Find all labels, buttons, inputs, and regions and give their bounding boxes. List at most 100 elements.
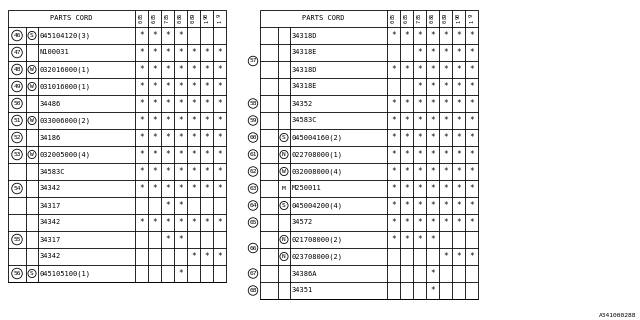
Text: *: *	[443, 116, 448, 125]
Text: 9: 9	[469, 14, 474, 17]
Text: *: *	[165, 31, 170, 40]
Text: 032005000(4): 032005000(4)	[40, 151, 91, 158]
Text: W: W	[30, 118, 34, 123]
Text: *: *	[178, 48, 183, 57]
Text: *: *	[217, 48, 222, 57]
Text: *: *	[430, 269, 435, 278]
Text: *: *	[165, 184, 170, 193]
Text: *: *	[152, 99, 157, 108]
Text: *: *	[404, 150, 409, 159]
Text: *: *	[165, 218, 170, 227]
Text: *: *	[456, 31, 461, 40]
Text: *: *	[443, 82, 448, 91]
Text: 34318D: 34318D	[292, 67, 317, 73]
Text: 50: 50	[13, 101, 20, 106]
Text: *: *	[191, 65, 196, 74]
Text: 62: 62	[249, 169, 257, 174]
Text: 47: 47	[13, 50, 20, 55]
Text: 56: 56	[13, 271, 20, 276]
Text: *: *	[469, 184, 474, 193]
Text: 34352: 34352	[292, 100, 313, 107]
Text: *: *	[391, 65, 396, 74]
Text: *: *	[204, 218, 209, 227]
Text: *: *	[139, 48, 144, 57]
Text: *: *	[430, 31, 435, 40]
Text: *: *	[204, 184, 209, 193]
Text: *: *	[204, 99, 209, 108]
Text: *: *	[391, 116, 396, 125]
Text: N: N	[282, 152, 286, 157]
Text: *: *	[152, 184, 157, 193]
Text: 7: 7	[165, 20, 170, 23]
Text: *: *	[443, 184, 448, 193]
Text: 34572: 34572	[292, 220, 313, 226]
Text: S: S	[282, 203, 286, 208]
Text: *: *	[404, 184, 409, 193]
Text: *: *	[404, 218, 409, 227]
Text: *: *	[443, 218, 448, 227]
Text: *: *	[178, 235, 183, 244]
Text: *: *	[139, 116, 144, 125]
Text: N: N	[282, 237, 286, 242]
Text: *: *	[178, 116, 183, 125]
Text: 34342: 34342	[40, 220, 61, 226]
Text: 86: 86	[430, 12, 435, 19]
Text: 1: 1	[456, 20, 461, 23]
Bar	[260, 10, 478, 299]
Text: *: *	[204, 116, 209, 125]
Text: 045104120(3): 045104120(3)	[40, 32, 91, 39]
Text: *: *	[391, 150, 396, 159]
Text: *: *	[443, 48, 448, 57]
Text: 0: 0	[430, 20, 435, 23]
Text: *: *	[443, 133, 448, 142]
Text: *: *	[417, 133, 422, 142]
Text: 67: 67	[249, 271, 257, 276]
Text: *: *	[139, 184, 144, 193]
Text: 86: 86	[178, 12, 183, 19]
Text: *: *	[404, 65, 409, 74]
Text: *: *	[443, 167, 448, 176]
Text: 57: 57	[249, 59, 257, 63]
Text: *: *	[469, 48, 474, 57]
Text: 89: 89	[191, 12, 196, 19]
Text: *: *	[417, 184, 422, 193]
Text: *: *	[217, 218, 222, 227]
Text: 85: 85	[165, 12, 170, 19]
Text: *: *	[469, 31, 474, 40]
Text: *: *	[139, 150, 144, 159]
Text: 34583C: 34583C	[292, 117, 317, 124]
Text: 85: 85	[152, 12, 157, 19]
Text: *: *	[469, 218, 474, 227]
Text: *: *	[152, 116, 157, 125]
Text: *: *	[178, 218, 183, 227]
Text: *: *	[391, 218, 396, 227]
Text: *: *	[165, 65, 170, 74]
Text: *: *	[443, 150, 448, 159]
Text: *: *	[430, 184, 435, 193]
Text: 61: 61	[249, 152, 257, 157]
Text: 46: 46	[13, 33, 20, 38]
Text: *: *	[217, 133, 222, 142]
Text: *: *	[469, 133, 474, 142]
Text: 51: 51	[13, 118, 20, 123]
Text: 023708000(2): 023708000(2)	[292, 253, 343, 260]
Text: 0: 0	[178, 20, 183, 23]
Text: *: *	[217, 82, 222, 91]
Text: 54: 54	[13, 186, 20, 191]
Text: 045105100(1): 045105100(1)	[40, 270, 91, 277]
Text: *: *	[430, 201, 435, 210]
Text: *: *	[469, 150, 474, 159]
Text: *: *	[391, 235, 396, 244]
Text: *: *	[191, 167, 196, 176]
Text: 34186: 34186	[40, 134, 61, 140]
Text: 90: 90	[204, 12, 209, 19]
Text: M: M	[282, 186, 286, 191]
Text: 52: 52	[13, 135, 20, 140]
Text: *: *	[152, 218, 157, 227]
Text: 34318D: 34318D	[292, 33, 317, 38]
Text: 48: 48	[13, 67, 20, 72]
Text: *: *	[178, 82, 183, 91]
Text: *: *	[165, 82, 170, 91]
Text: *: *	[204, 252, 209, 261]
Text: *: *	[178, 201, 183, 210]
